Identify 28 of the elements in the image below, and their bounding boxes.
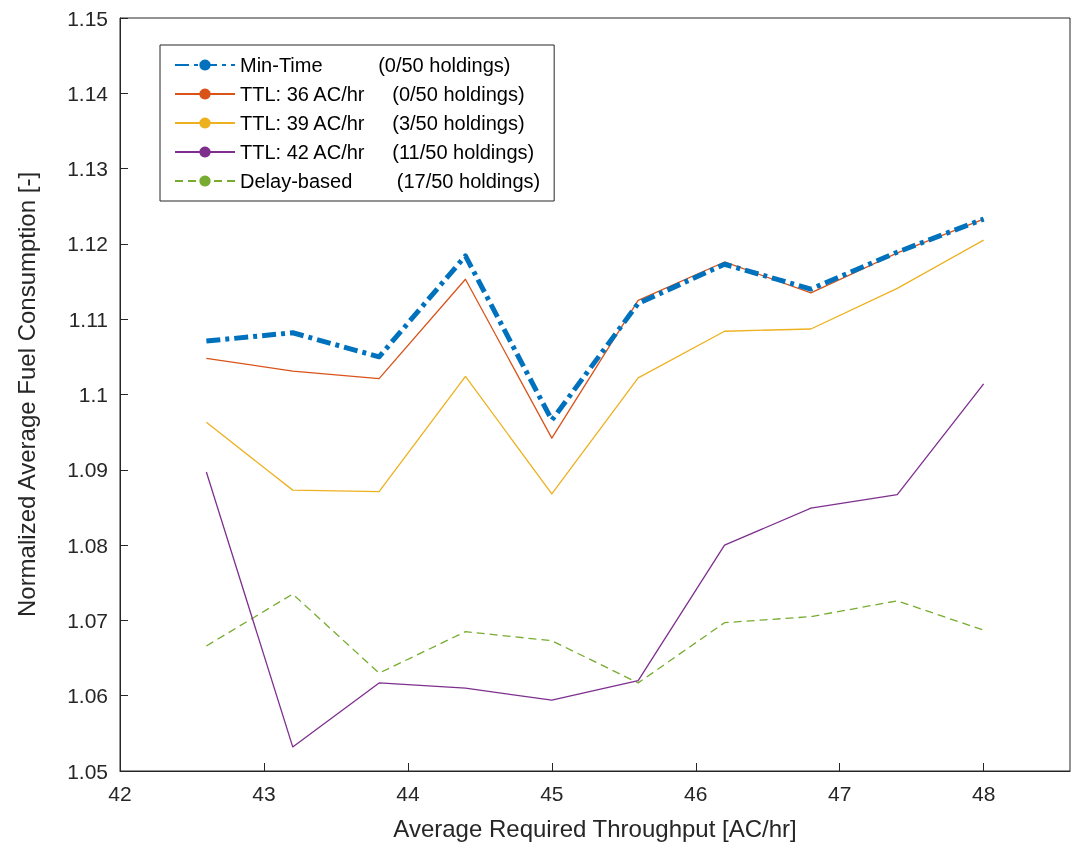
y-tick-label: 1.06 bbox=[67, 684, 108, 708]
y-axis-title: Normalized Average Fuel Consumption [-] bbox=[12, 171, 40, 618]
x-axis-title: Average Required Throughput [AC/hr] bbox=[393, 814, 797, 842]
line-series bbox=[205, 239, 985, 495]
legend-label: Min-Time (0/50 holdings) bbox=[240, 54, 511, 76]
legend-label: TTL: 36 AC/hr (0/50 holdings) bbox=[240, 83, 525, 105]
y-tick-label: 1.11 bbox=[68, 307, 108, 331]
y-tick-label: 1.15 bbox=[67, 6, 108, 30]
y-tick-label: 1.08 bbox=[67, 533, 108, 557]
y-tick-label: 1.12 bbox=[67, 232, 108, 256]
legend-label: TTL: 39 AC/hr (3/50 holdings) bbox=[240, 112, 525, 134]
x-tick-label: 43 bbox=[252, 782, 276, 805]
x-tick-label: 44 bbox=[396, 782, 420, 805]
x-tick-label: 48 bbox=[971, 782, 996, 805]
y-tick-label: 1.05 bbox=[67, 759, 108, 783]
x-tick-label: 47 bbox=[828, 782, 852, 805]
line-series bbox=[205, 383, 985, 748]
y-tick-label: 1.07 bbox=[67, 608, 108, 632]
line-series bbox=[205, 593, 985, 684]
y-tick-label: 1.1 bbox=[78, 383, 108, 406]
x-tick-label: 46 bbox=[684, 782, 708, 805]
y-tick-label: 1.13 bbox=[67, 157, 108, 181]
legend-label: TTL: 42 AC/hr (11/50 holdings) bbox=[240, 141, 535, 163]
y-tick-label: 1.09 bbox=[67, 458, 108, 482]
x-tick-label: 45 bbox=[540, 782, 564, 805]
legend-label: Delay-based (17/50 holdings) bbox=[240, 170, 541, 192]
x-tick-label: 42 bbox=[108, 782, 132, 805]
y-tick-label: 1.14 bbox=[67, 81, 109, 105]
